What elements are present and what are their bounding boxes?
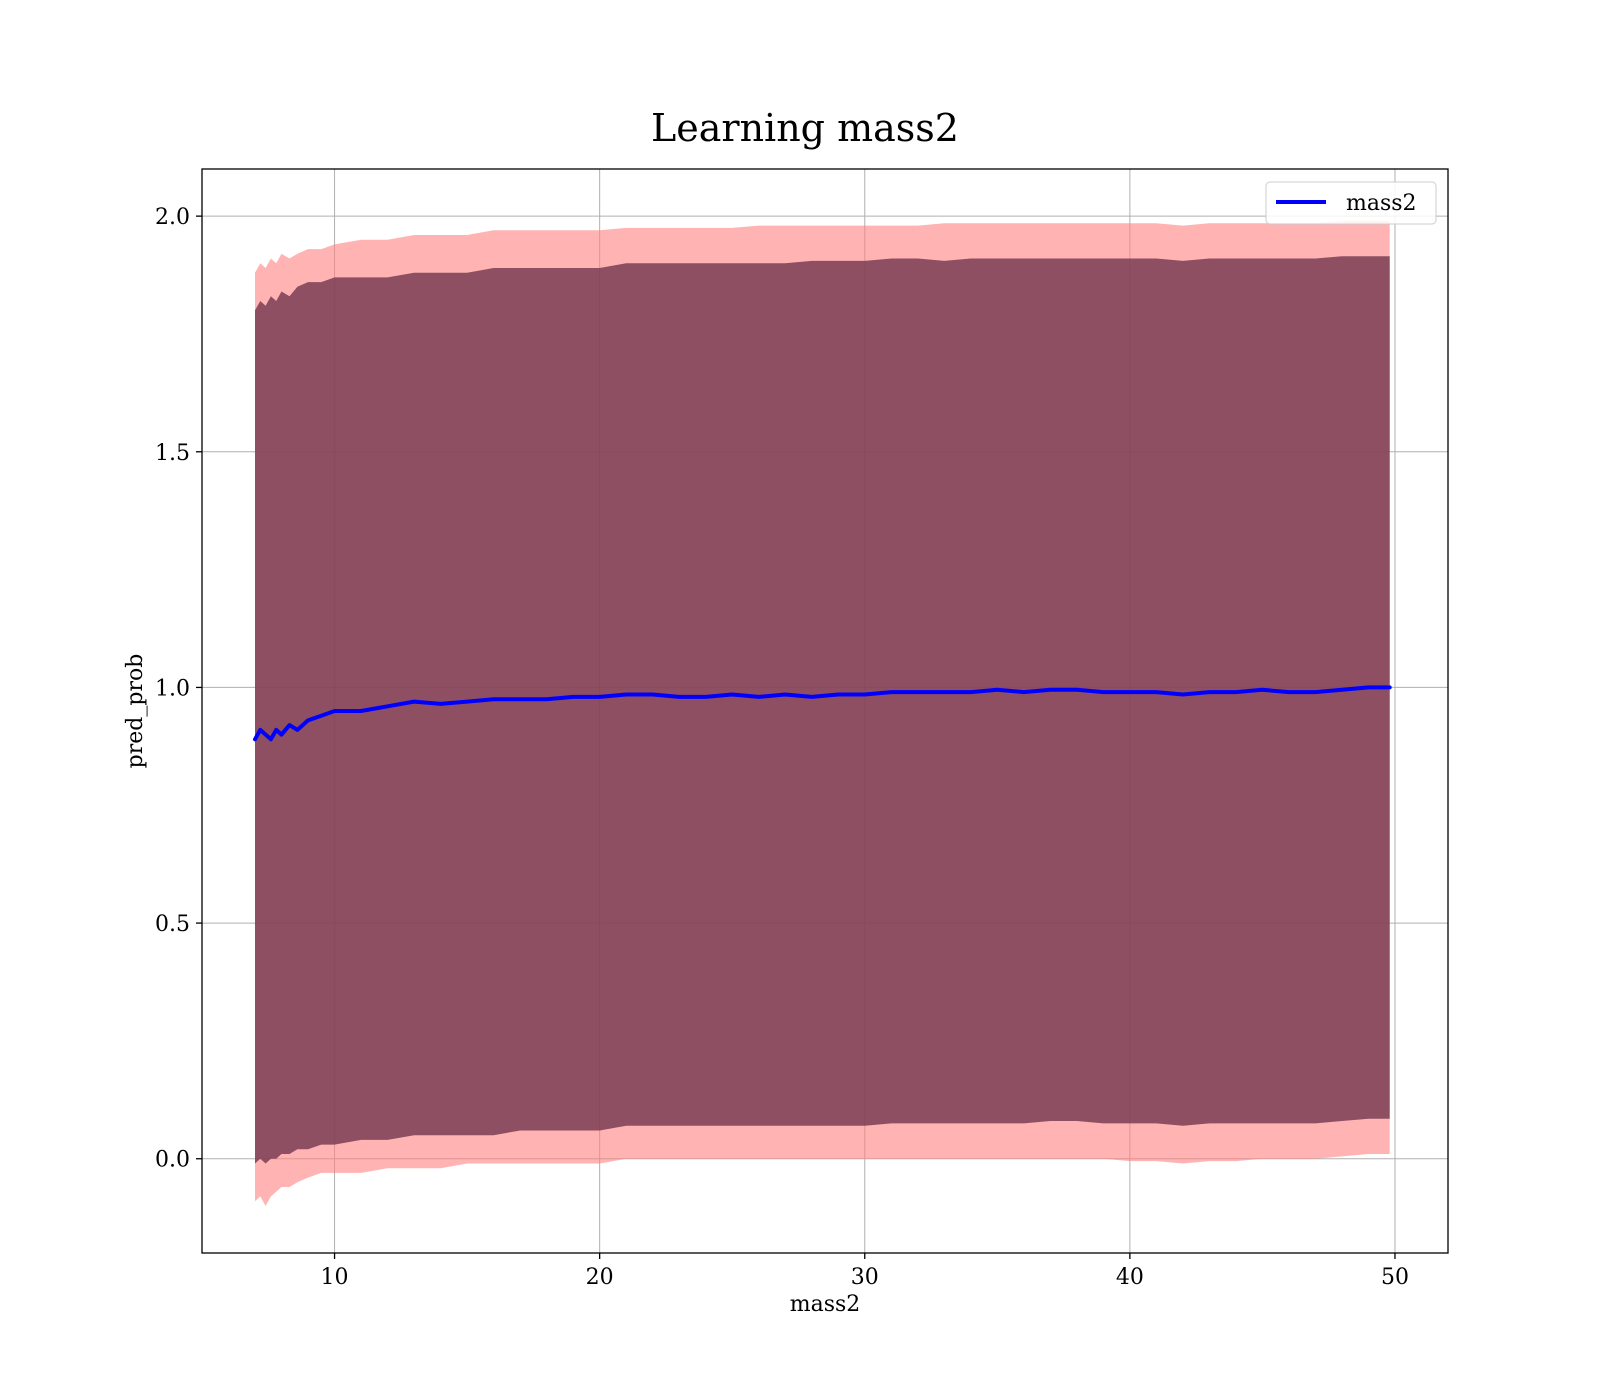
y-axis-label: pred_prob: [123, 654, 148, 769]
y-tick-label: 0.0: [155, 1148, 190, 1173]
tick-layer: 10 20 30 40 50 0.0 0.5 1.0 1.5 2.0: [155, 205, 1409, 1290]
y-tick-label: 1.0: [155, 676, 190, 701]
legend-box: [1265, 181, 1437, 225]
y-tick-label: 0.5: [155, 912, 190, 937]
chart-title: Learning mass2: [651, 106, 959, 150]
line-layer: [253, 685, 1392, 742]
plot-frame: [201, 168, 1449, 1254]
x-tick-label: 50: [1381, 1265, 1409, 1290]
x-tick-label: 30: [851, 1265, 879, 1290]
legend-label-mass2: mass2: [1346, 191, 1417, 216]
inner-confidence-band: [255, 256, 1390, 1164]
x-axis-label: mass2: [790, 1292, 861, 1317]
y-tick-label: 1.5: [155, 441, 190, 466]
y-tick-label: 2.0: [155, 205, 190, 230]
legend: mass2: [1265, 181, 1437, 225]
x-tick-label: 40: [1116, 1265, 1144, 1290]
series-line-mass2: [253, 685, 1392, 742]
band-layer: [255, 220, 1390, 1206]
x-tick-label: 10: [321, 1265, 349, 1290]
x-tick-label: 20: [586, 1265, 614, 1290]
